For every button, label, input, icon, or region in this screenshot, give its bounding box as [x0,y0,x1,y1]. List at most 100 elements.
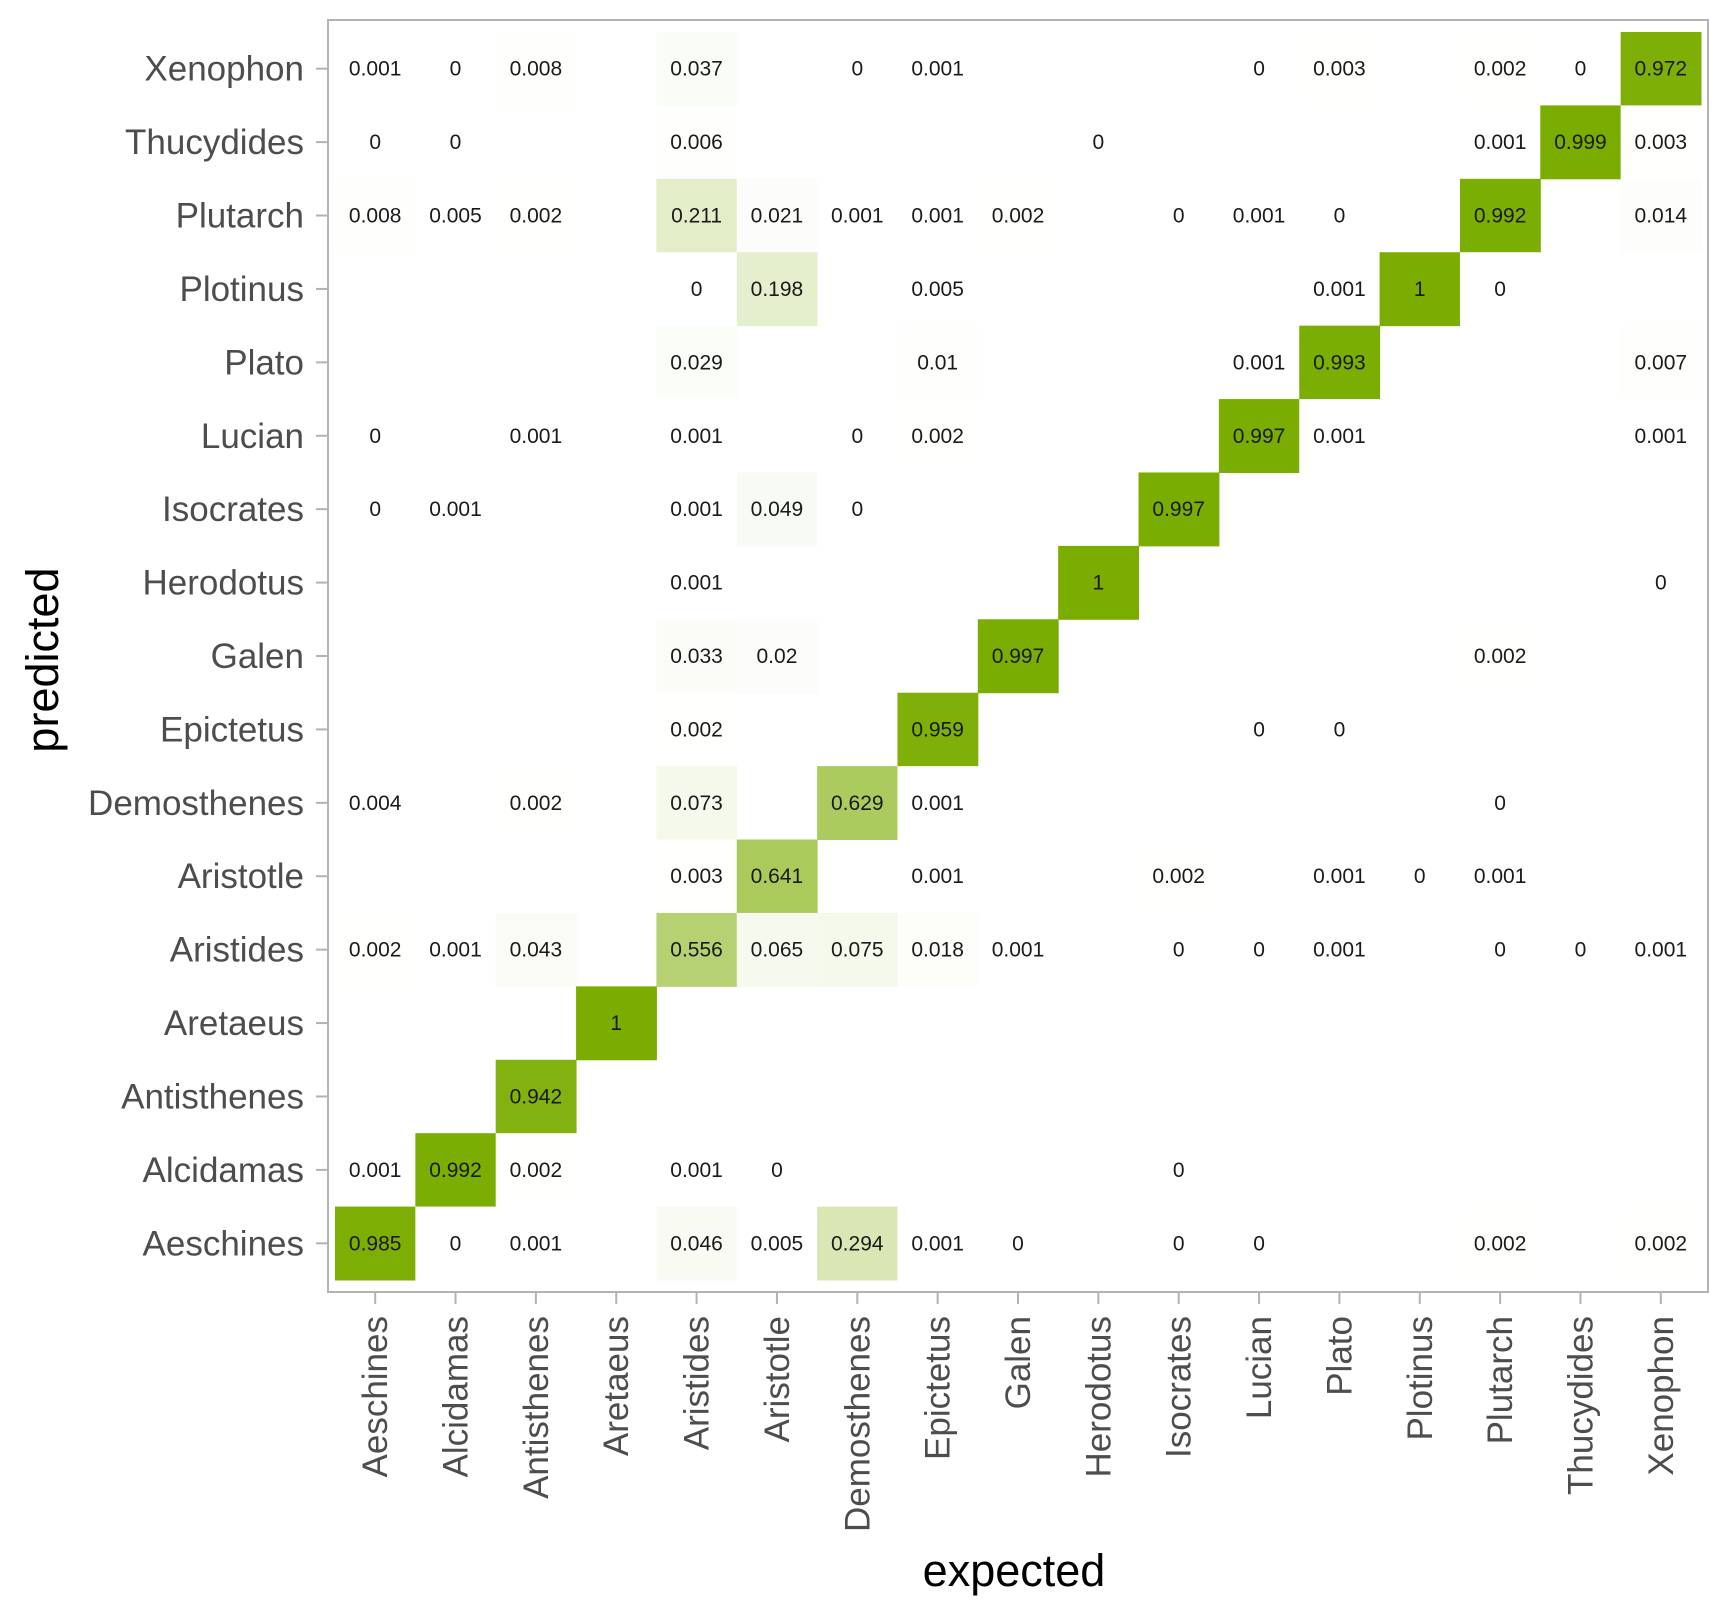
cell-label-antisthenes-plutarch: 0.002 [510,205,563,228]
cell-label-aristotle-aeschines: 0.005 [751,1232,804,1255]
cell-label-aristotle-aristides: 0.065 [751,939,804,962]
cell-label-plato-lucian: 0.001 [1313,425,1366,448]
x-tick-label-aretaeus: Aretaeus [597,1316,636,1456]
x-tick-label-plotinus: Plotinus [1401,1316,1440,1441]
cell-label-aristides-alcidamas: 0.001 [670,1159,723,1182]
heatmap-cells [335,32,1702,1281]
y-tick-label-galen: Galen [211,637,304,676]
y-tick-label-xenophon: Xenophon [144,50,304,89]
heatmap-cell-aeschines-alcidamas [335,1133,416,1208]
cell-label-antisthenes-lucian: 0.001 [510,425,563,448]
heatmap-cell-thucydides-xenophon [1540,32,1622,106]
heatmap-cell-aeschines-lucian [335,399,416,473]
cell-label-aeschines-aeschines: 0.985 [349,1232,402,1255]
heatmap-cell-aristotle-alcidamas [736,1133,818,1208]
heatmap-cell-demosthenes-plutarch [817,178,898,253]
heatmap-cell-lucian-plutarch [1218,178,1300,253]
heatmap-cell-epictetus-plutarch [897,178,979,253]
y-axis-title: predicted [17,567,68,752]
heatmap-cell-plutarch-thucydides [1459,105,1541,180]
cell-label-aristides-aristotle: 0.003 [670,865,723,888]
cell-label-plato-plotinus: 0.001 [1313,278,1366,301]
heatmap-cell-plutarch-aeschines [1459,1206,1541,1281]
cell-label-xenophon-aeschines: 0.002 [1635,1232,1688,1255]
heatmap-cell-galen-plutarch [977,178,1059,253]
cell-label-aeschines-demosthenes: 0.004 [349,792,402,815]
heatmap-cell-aristides-isocrates [656,472,738,547]
heatmap-cell-alcidamas-thucydides [415,105,497,180]
y-tick-label-lucian: Lucian [201,417,304,456]
heatmap-cell-alcidamas-plutarch [415,178,497,253]
heatmap-cell-demosthenes-lucian [817,399,898,473]
heatmap-cell-antisthenes-plutarch [495,178,577,253]
heatmap-cell-aristides-alcidamas [656,1133,738,1208]
cell-label-xenophon-herodotus: 0 [1655,572,1667,595]
heatmap-cell-lucian-aristides [1218,912,1300,987]
heatmap-cell-plutarch-aristotle [1459,839,1541,914]
y-tick-label-herodotus: Herodotus [143,564,304,603]
y-tick-label-plutarch: Plutarch [176,197,304,236]
cell-label-antisthenes-antisthenes: 0.942 [510,1085,563,1108]
heatmap-cell-xenophon-xenophon [1620,32,1702,106]
cell-label-isocrates-isocrates: 0.997 [1152,498,1205,521]
heatmap-cell-antisthenes-lucian [495,399,577,473]
cell-label-aretaeus-aretaeus: 1 [610,1012,622,1035]
cell-label-plutarch-galen: 0.002 [1474,645,1527,668]
heatmap-cell-isocrates-isocrates [1138,472,1220,547]
y-tick-label-demosthenes: Demosthenes [88,784,304,823]
heatmap-cell-aeschines-xenophon [335,32,416,106]
cell-label-antisthenes-aeschines: 0.001 [510,1232,563,1255]
heatmap-cell-alcidamas-aristides [415,912,497,987]
heatmap-cell-aristides-aeschines [656,1206,738,1281]
y-axis: Aeschines Alcidamas Antisthenes Aretaeus Ari… [88,50,328,1263]
heatmap-cell-alcidamas-aeschines [415,1206,497,1281]
heatmap-cell-plutarch-galen [1459,619,1541,694]
cell-label-demosthenes-lucian: 0 [851,425,863,448]
heatmap-cell-plutarch-demosthenes [1459,766,1541,841]
heatmap-cell-aeschines-plutarch [335,178,416,253]
heatmap-cell-demosthenes-demosthenes [817,766,898,841]
cell-label-plato-xenophon: 0.003 [1313,58,1366,81]
cell-label-antisthenes-alcidamas: 0.002 [510,1159,563,1182]
heatmap-cell-aristotle-aeschines [736,1206,818,1281]
heatmap-cell-aeschines-demosthenes [335,766,416,841]
cell-label-aristides-galen: 0.033 [670,645,723,668]
heatmap-cell-aristides-xenophon [656,32,738,106]
heatmap-cell-antisthenes-demosthenes [495,766,577,841]
x-tick-label-isocrates: Isocrates [1160,1316,1199,1458]
cell-label-aristotle-galen: 0.02 [757,645,798,668]
heatmap-cell-galen-aristides [977,912,1059,987]
x-tick-label-antisthenes: Antisthenes [517,1316,556,1499]
cell-label-aeschines-isocrates: 0 [369,498,381,521]
heatmap-cell-xenophon-thucydides [1620,105,1702,180]
y-tick-label-antisthenes: Antisthenes [121,1077,304,1116]
x-tick-label-aristotle: Aristotle [758,1316,797,1442]
heatmap-cell-antisthenes-aeschines [495,1206,577,1281]
cell-label-plutarch-plutarch: 0.992 [1474,205,1527,228]
cell-label-aristides-thucydides: 0.006 [670,131,723,154]
x-tick-label-xenophon: Xenophon [1642,1316,1681,1476]
cell-label-aristides-plutarch: 0.211 [671,205,722,228]
cell-label-demosthenes-xenophon: 0 [851,58,863,81]
cell-label-isocrates-alcidamas: 0 [1173,1159,1185,1182]
heatmap-cell-aristides-demosthenes [656,766,738,841]
y-tick-label-aristides: Aristides [170,931,304,970]
cell-label-isocrates-aristotle: 0.002 [1152,865,1205,888]
heatmap-cell-aristotle-aristides [736,912,818,987]
cell-label-aristides-demosthenes: 0.073 [670,792,723,815]
heatmap-cell-plato-plotinus [1299,252,1381,327]
heatmap-cell-aristotle-galen [736,619,818,694]
heatmap-cell-xenophon-plutarch [1620,178,1702,253]
cell-label-alcidamas-isocrates: 0.001 [429,498,482,521]
x-tick-label-demosthenes: Demosthenes [838,1316,877,1532]
cell-label-aristotle-plutarch: 0.021 [751,205,804,228]
cell-label-alcidamas-alcidamas: 0.992 [429,1159,482,1182]
y-tick-label-plotinus: Plotinus [179,270,304,309]
cell-label-xenophon-thucydides: 0.003 [1635,131,1688,154]
cell-label-aeschines-xenophon: 0.001 [349,58,402,81]
cell-label-antisthenes-xenophon: 0.008 [510,58,563,81]
heatmap-cell-epictetus-demosthenes [897,766,979,841]
cell-label-aeschines-aristides: 0.002 [349,939,402,962]
x-axis-title: expected [923,1545,1106,1596]
cell-label-epictetus-epictetus: 0.959 [911,718,964,741]
